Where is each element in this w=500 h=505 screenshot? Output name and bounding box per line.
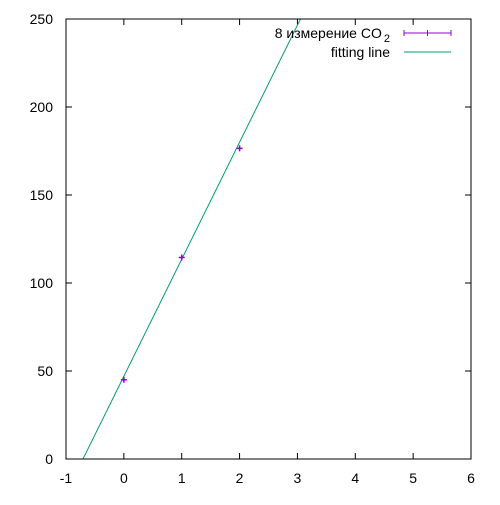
y-tick-label: 100 <box>30 275 54 291</box>
legend-errorbar-sample <box>403 30 452 36</box>
x-tick-label: 6 <box>467 470 475 486</box>
y-tick-label: 50 <box>37 363 53 379</box>
x-tick-label: 2 <box>236 470 244 486</box>
x-tick-label: 3 <box>294 470 302 486</box>
tick-labels: -1 0 1 2 3 4 5 6 0 50 100 150 200 250 <box>30 11 475 486</box>
x-tick-label: 0 <box>120 470 128 486</box>
plot-frame <box>65 18 472 460</box>
x-tick-label: -1 <box>60 470 73 486</box>
data-point <box>236 145 243 152</box>
x-tick-label: 1 <box>178 470 186 486</box>
fitting-line <box>82 19 302 459</box>
y-tick-label: 250 <box>30 11 54 27</box>
legend-label-fitting-line: fitting line <box>331 44 390 60</box>
y-tick-label: 150 <box>30 187 54 203</box>
legend: 8 измерение CO 2 fitting line <box>275 25 452 60</box>
plot-series <box>82 19 302 459</box>
y-tick-label: 200 <box>30 99 54 115</box>
x-tick-label: 4 <box>351 470 359 486</box>
data-point <box>178 254 185 261</box>
data-point <box>120 376 127 383</box>
x-tick-label: 5 <box>409 470 417 486</box>
y-tick-label: 0 <box>45 451 53 467</box>
legend-label-measurement: 8 измерение CO 2 <box>275 25 390 45</box>
